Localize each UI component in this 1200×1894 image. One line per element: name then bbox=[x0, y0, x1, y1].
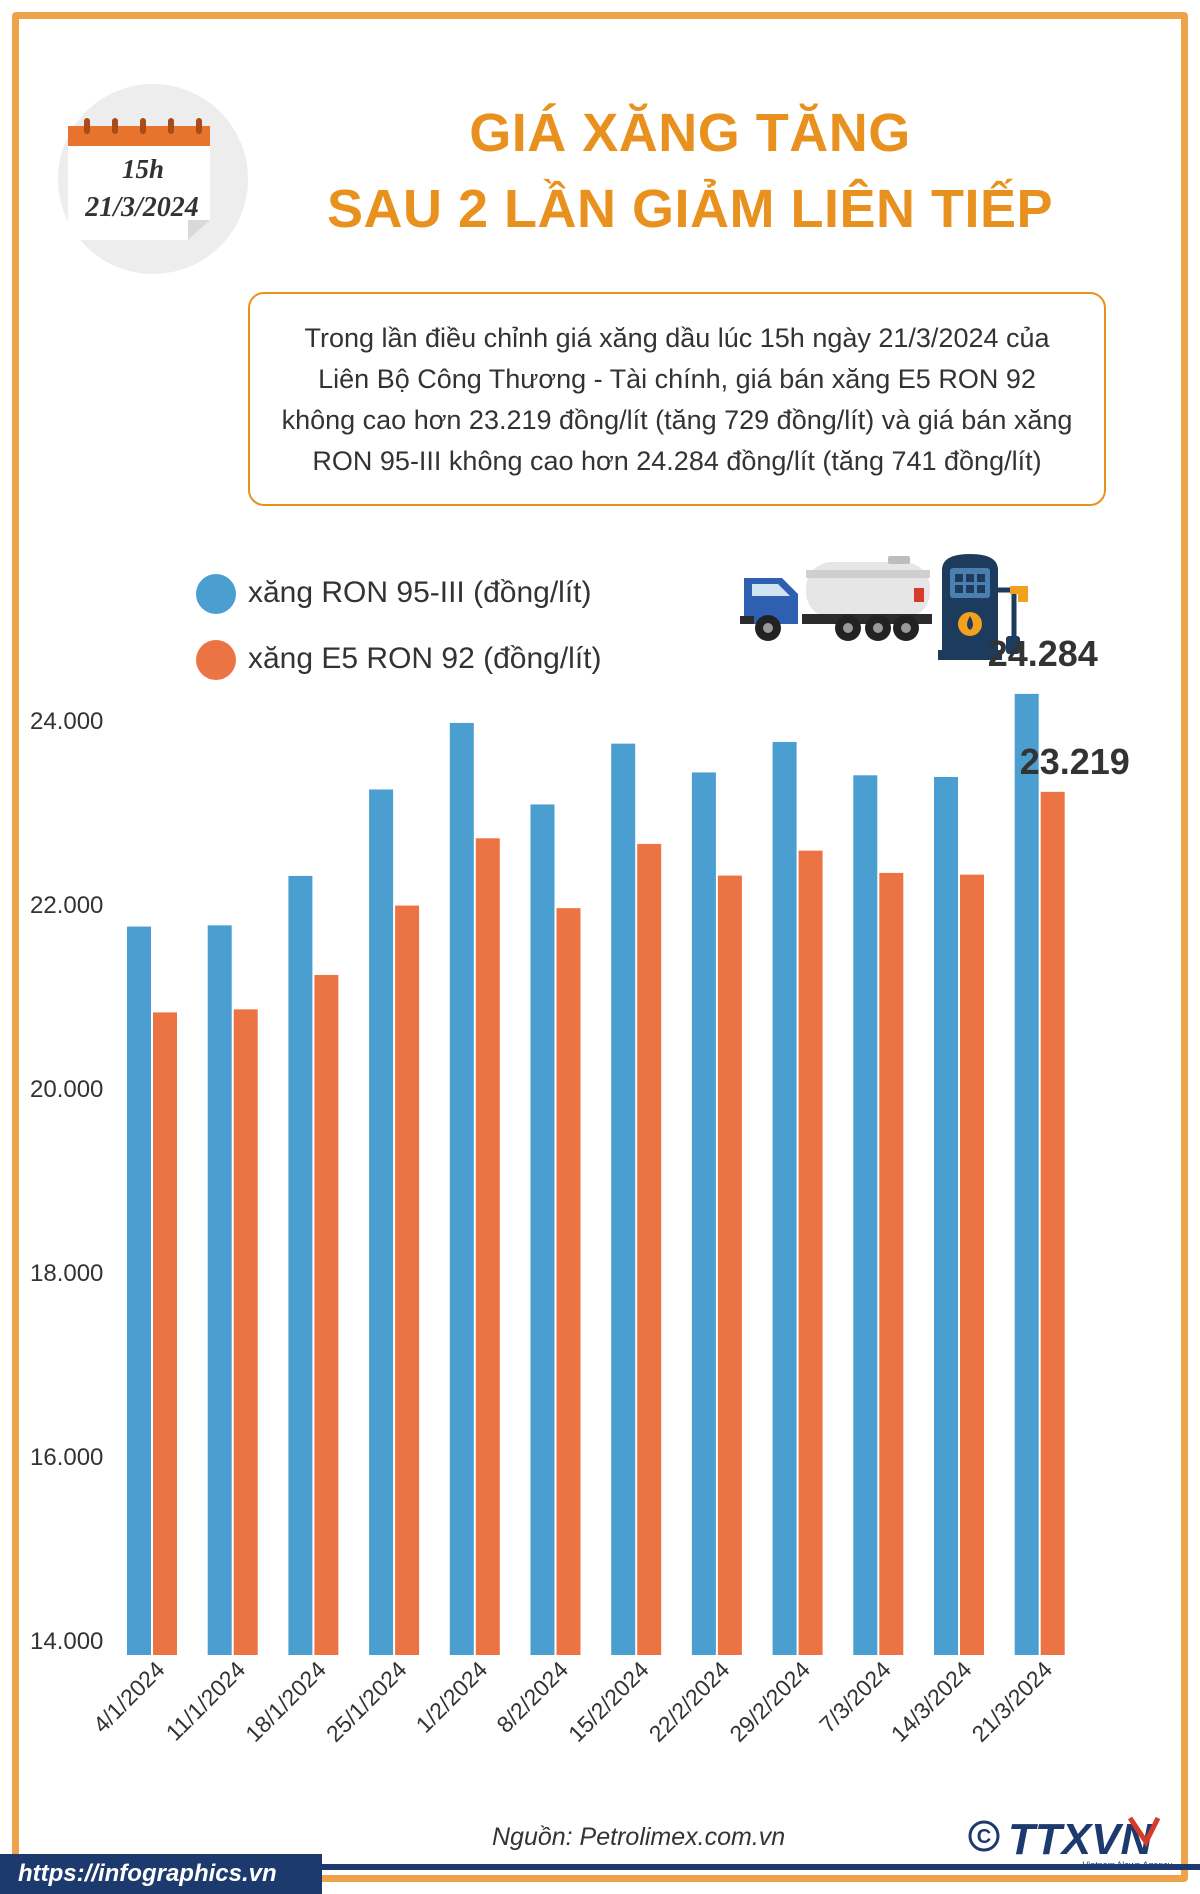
bar-ron95 bbox=[369, 789, 394, 1655]
bar-e5 bbox=[798, 850, 823, 1655]
bar-ron95 bbox=[530, 804, 555, 1655]
fuel-pump-icon bbox=[938, 554, 1028, 660]
y-tick-label: 18.000 bbox=[30, 1260, 103, 1287]
fuel-truck-icon bbox=[740, 556, 932, 641]
url-background bbox=[0, 1854, 322, 1894]
svg-text:C: C bbox=[977, 1826, 991, 1848]
data-label-ron95: 24.284 bbox=[988, 633, 1098, 674]
x-tick-label: 22/2/2024 bbox=[644, 1656, 735, 1747]
x-tick-label: 21/3/2024 bbox=[966, 1656, 1057, 1747]
footer-url[interactable]: https://infographics.vn bbox=[18, 1860, 277, 1887]
bar-e5 bbox=[960, 874, 984, 1655]
bar-ron95 bbox=[611, 743, 636, 1655]
bar-ron95 bbox=[691, 772, 716, 1655]
bar-e5 bbox=[153, 1012, 177, 1655]
bar-ron95 bbox=[127, 926, 151, 1655]
svg-text:TTXVN: TTXVN bbox=[1008, 1815, 1153, 1864]
bar-e5 bbox=[233, 1009, 258, 1655]
bar-ron95 bbox=[288, 875, 313, 1655]
bar-e5 bbox=[556, 908, 581, 1655]
bar-e5 bbox=[717, 875, 742, 1655]
y-tick-label: 24.000 bbox=[30, 708, 103, 735]
bar-e5 bbox=[395, 905, 420, 1655]
legend-dot-ron95 bbox=[196, 574, 236, 614]
bar-e5 bbox=[637, 843, 662, 1655]
x-tick-label: 18/1/2024 bbox=[240, 1656, 331, 1747]
footer-url-bar: https://infographics.vn bbox=[0, 1854, 1200, 1894]
x-tick-label: 11/1/2024 bbox=[161, 1656, 251, 1746]
bar-ron95 bbox=[934, 776, 958, 1655]
bar-e5 bbox=[879, 872, 904, 1655]
page-border bbox=[12, 12, 1188, 1882]
calendar-time: 15h bbox=[121, 154, 165, 184]
x-tick-label: 15/2/2024 bbox=[563, 1656, 654, 1747]
bar-ron95 bbox=[853, 775, 878, 1655]
page-title-line1: GIÁ XĂNG TĂNG bbox=[469, 103, 911, 163]
bar-ron95 bbox=[772, 741, 797, 1655]
source-credit: Nguồn: Petrolimex.com.vn bbox=[492, 1823, 786, 1851]
calendar-icon bbox=[68, 118, 210, 240]
x-tick-label: 8/2/2024 bbox=[491, 1656, 573, 1738]
bar-e5 bbox=[475, 838, 500, 1655]
bar-ron95 bbox=[1014, 693, 1039, 1655]
legend-label-ron95: xăng RON 95-III (đồng/lít) bbox=[248, 576, 592, 609]
bar-e5 bbox=[314, 974, 339, 1655]
x-tick-label: 25/1/2024 bbox=[321, 1656, 412, 1747]
x-tick-label: 1/2/2024 bbox=[411, 1656, 493, 1738]
x-tick-label: 14/3/2024 bbox=[886, 1656, 977, 1747]
y-tick-label: 16.000 bbox=[30, 1444, 103, 1471]
description-box: Trong lần điều chỉnh giá xăng dầu lúc 15… bbox=[248, 292, 1106, 506]
x-tick-label: 29/2/2024 bbox=[724, 1656, 815, 1747]
calendar-date: 21/3/2024 bbox=[85, 192, 199, 223]
page-title-line2: SAU 2 LẦN GIẢM LIÊN TIẾP bbox=[326, 179, 1054, 239]
legend-dot-e5 bbox=[196, 640, 236, 680]
x-tick-label: 7/3/2024 bbox=[814, 1656, 896, 1738]
y-tick-label: 14.000 bbox=[30, 1628, 103, 1655]
legend-label-e5: xăng E5 RON 92 (đồng/lít) bbox=[248, 642, 602, 675]
url-underline bbox=[322, 1864, 1200, 1870]
bar-ron95 bbox=[449, 722, 474, 1655]
y-tick-label: 20.000 bbox=[30, 1076, 103, 1103]
bar-e5 bbox=[1040, 791, 1065, 1655]
y-tick-label: 22.000 bbox=[30, 892, 103, 919]
data-label-e5: 23.219 bbox=[1020, 741, 1130, 782]
x-tick-label: 4/1/2024 bbox=[88, 1656, 170, 1738]
bar-ron95 bbox=[207, 925, 232, 1655]
